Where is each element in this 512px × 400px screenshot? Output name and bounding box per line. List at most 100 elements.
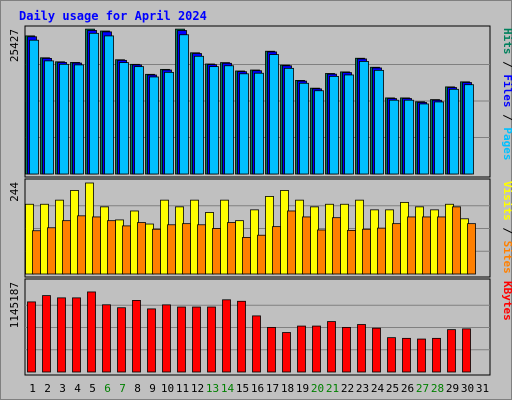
x-tick-label: 22 (341, 382, 354, 395)
x-tick-label: 23 (356, 382, 369, 395)
bar-kbytes-day-9 (147, 308, 156, 373)
bar-sites-day-3 (62, 220, 71, 275)
bar-pages-day-2 (44, 60, 54, 175)
bar-sites-day-6 (107, 220, 116, 275)
bar-sites-day-17 (272, 226, 281, 275)
bar-sites-day-21 (332, 217, 341, 275)
bar-kbytes-day-1 (27, 301, 36, 373)
bar-pages-day-16 (254, 72, 264, 175)
bar-pages-day-10 (164, 71, 174, 175)
bar-pages-day-4 (74, 64, 84, 175)
bar-sites-day-12 (197, 224, 206, 275)
bar-kbytes-day-30 (462, 328, 471, 373)
bar-sites-day-16 (257, 234, 266, 275)
bar-kbytes-day-22 (342, 326, 351, 373)
bar-pages-day-3 (59, 63, 69, 175)
x-tick-label: 7 (119, 382, 126, 395)
chart-panels: 25427 Hits / Files / Pages 244 Visits / Sit… (8, 25, 512, 376)
bar-sites-day-10 (167, 224, 176, 275)
bar-kbytes-day-11 (177, 306, 186, 373)
bar-pages-day-29 (449, 88, 459, 175)
bar-pages-day-28 (434, 101, 444, 175)
bar-kbytes-day-17 (267, 326, 276, 373)
bar-sites-day-27 (422, 216, 431, 275)
y-max-label: 1145187 (8, 282, 21, 328)
bar-kbytes-day-10 (162, 304, 171, 373)
bar-kbytes-day-4 (72, 297, 81, 373)
bar-pages-day-17 (269, 54, 279, 175)
bar-sites-day-2 (47, 227, 56, 275)
x-tick-label: 5 (89, 382, 96, 395)
x-tick-label: 16 (251, 382, 264, 395)
bar-sites-day-14 (227, 222, 236, 275)
x-tick-label: 18 (281, 382, 294, 395)
x-tick-label: 15 (236, 382, 249, 395)
x-tick-label: 31 (476, 382, 489, 395)
x-tick-label: 26 (401, 382, 414, 395)
bar-pages-day-11 (179, 34, 189, 175)
series-legend: KBytes (501, 281, 512, 321)
legend-entry: Hits (501, 28, 512, 55)
panel-3: 1145187 KBytes (8, 278, 512, 376)
bar-kbytes-day-26 (402, 337, 411, 373)
bar-sites-day-19 (302, 216, 311, 275)
bar-kbytes-day-2 (42, 295, 51, 373)
bar-sites-day-20 (317, 229, 326, 275)
x-tick-label: 8 (134, 382, 141, 395)
series-legend: Visits / Sites (501, 181, 512, 274)
bar-sites-day-18 (287, 210, 296, 275)
bar-sites-day-24 (377, 227, 386, 275)
bar-pages-day-24 (374, 69, 384, 175)
x-tick-label: 27 (416, 382, 429, 395)
bar-kbytes-day-24 (372, 327, 381, 373)
panel-1: 25427 Hits / Files / Pages (8, 25, 512, 178)
legend-entry: Pages (501, 127, 512, 160)
bar-sites-day-5 (92, 216, 101, 275)
bar-kbytes-day-27 (417, 338, 426, 373)
bar-kbytes-day-13 (207, 306, 216, 373)
bar-sites-day-30 (467, 223, 476, 275)
x-tick-label: 6 (104, 382, 111, 395)
bar-kbytes-day-8 (132, 300, 141, 373)
bar-sites-day-15 (242, 237, 251, 275)
x-tick-label: 25 (386, 382, 399, 395)
series-legend: Hits / Files / Pages (501, 28, 512, 161)
x-tick-label: 2 (44, 382, 51, 395)
bar-sites-day-8 (137, 222, 146, 275)
bar-pages-day-26 (404, 99, 414, 175)
bar-kbytes-day-5 (87, 291, 96, 373)
bar-pages-day-19 (299, 82, 309, 175)
legend-entry: / (501, 55, 512, 75)
bar-pages-day-21 (329, 75, 339, 175)
bar-sites-day-11 (182, 223, 191, 275)
bar-pages-day-8 (134, 66, 144, 175)
bar-sites-day-23 (362, 228, 371, 275)
x-tick-label: 3 (59, 382, 66, 395)
bar-sites-day-29 (452, 206, 461, 275)
bar-kbytes-day-19 (297, 325, 306, 373)
x-tick-label: 24 (371, 382, 385, 395)
x-tick-label: 14 (221, 382, 235, 395)
bar-kbytes-day-28 (432, 337, 441, 373)
legend-entry: Files (501, 74, 512, 107)
x-tick-label: 30 (461, 382, 474, 395)
bar-sites-day-9 (152, 228, 161, 275)
panel-2: 244 Visits / Sites (8, 178, 512, 278)
bar-kbytes-day-20 (312, 325, 321, 373)
x-tick-label: 11 (176, 382, 189, 395)
legend-entry: KBytes (501, 281, 512, 321)
bar-pages-day-30 (464, 84, 474, 175)
bar-pages-day-23 (359, 61, 369, 175)
legend-entry: Sites (501, 241, 512, 274)
x-tick-label: 12 (191, 382, 204, 395)
x-tick-label: 1 (29, 382, 36, 395)
legend-entry: / (501, 108, 512, 128)
bar-pages-day-9 (149, 76, 159, 175)
bar-kbytes-day-3 (57, 297, 66, 373)
bar-kbytes-day-29 (447, 329, 456, 373)
y-max-label: 244 (8, 182, 21, 202)
bar-kbytes-day-18 (282, 332, 291, 373)
bar-sites-day-25 (392, 223, 401, 275)
bar-kbytes-day-21 (327, 321, 336, 373)
